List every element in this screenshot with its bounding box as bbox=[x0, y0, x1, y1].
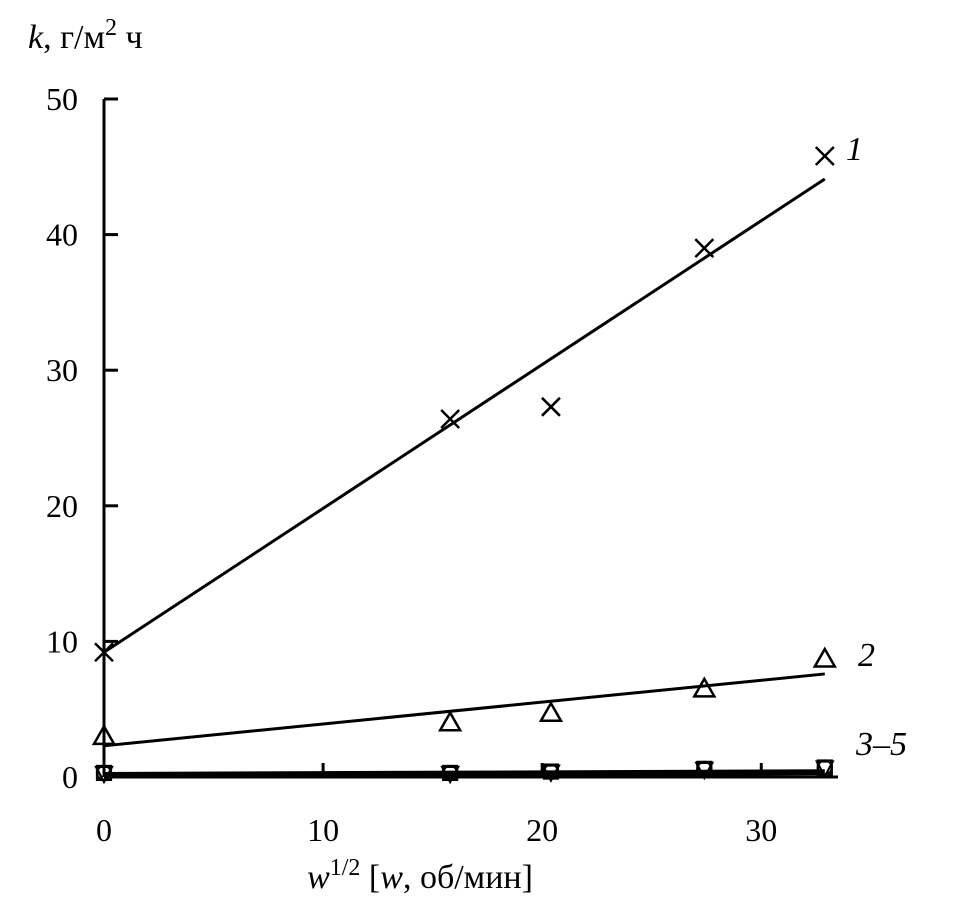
series-label-3-5: 3–5 bbox=[855, 726, 907, 763]
series-label-2: 2 bbox=[858, 637, 875, 674]
marker-series-3-point-5 bbox=[814, 759, 835, 779]
axes bbox=[102, 99, 838, 779]
marker-series-2-point-4 bbox=[692, 676, 717, 698]
marker-series-3-point-3 bbox=[541, 763, 561, 783]
marker-series-2-point-1 bbox=[91, 723, 117, 746]
marker-series-3-point-2 bbox=[440, 764, 460, 785]
fit-lines bbox=[103, 177, 826, 778]
fit-line-series-3 bbox=[103, 769, 825, 778]
marker-series-2-point-3 bbox=[538, 700, 564, 723]
x-tick-label-30: 30 bbox=[745, 812, 777, 848]
marker-series-3-point-4 bbox=[694, 760, 715, 781]
marker-series-1-point-4 bbox=[694, 238, 715, 259]
markers bbox=[91, 146, 837, 785]
y-tick-label-40: 40 bbox=[46, 217, 78, 253]
marker-series-1-point-5 bbox=[814, 146, 835, 166]
fit-line-series-2 bbox=[103, 672, 825, 748]
x-tick-label-0: 0 bbox=[96, 812, 112, 848]
marker-series-1-point-3 bbox=[541, 396, 561, 417]
marker-series-1-point-1 bbox=[94, 642, 114, 663]
y-tick-label-20: 20 bbox=[46, 488, 78, 524]
x-axis-title: w1/2 [w, об/мин] bbox=[307, 855, 533, 896]
y-axis-title: k, г/м2 ч bbox=[28, 15, 143, 56]
fit-line-series-1 bbox=[103, 177, 826, 654]
y-tick-label-50: 50 bbox=[46, 81, 78, 117]
y-tick-label-0: 0 bbox=[62, 759, 78, 795]
y-tick-label-30: 30 bbox=[46, 352, 78, 388]
x-tick-label-10: 10 bbox=[307, 812, 339, 848]
marker-series-2-point-2 bbox=[438, 710, 463, 732]
marker-series-2-point-5 bbox=[812, 646, 837, 668]
y-tick-label-10: 10 bbox=[46, 623, 78, 659]
series-label-1: 1 bbox=[846, 131, 863, 168]
marker-series-3-point-1 bbox=[94, 764, 114, 785]
marker-series-1-point-2 bbox=[440, 409, 461, 429]
x-tick-label-20: 20 bbox=[526, 812, 558, 848]
ticks: 0 10 20 30 40 50 0 10 20 30 bbox=[46, 81, 777, 848]
